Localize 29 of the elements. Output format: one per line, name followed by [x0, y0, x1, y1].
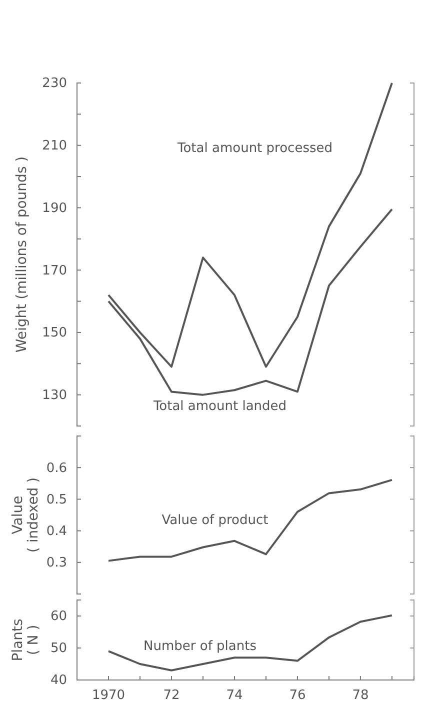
y-tick-label: 170	[42, 263, 67, 278]
y-tick-label: 0.6	[46, 460, 67, 476]
line-series	[107, 82, 393, 368]
y-tick-label: 50	[50, 641, 67, 656]
y-tick-label: 190	[42, 200, 67, 216]
x-tick-label: 74	[226, 688, 243, 702]
x-tick-label: 78	[352, 688, 369, 702]
x-tick-label: 76	[289, 688, 306, 702]
y-axis-title: Plants ( N )	[10, 618, 42, 662]
series-label: Number of plants	[144, 639, 257, 654]
y-axis-title: Value ( indexed )	[10, 477, 42, 553]
line-series	[107, 614, 393, 672]
x-tick-label: 1970	[92, 688, 126, 702]
y-tick-label: 0.4	[46, 524, 67, 539]
y-tick-label: 210	[42, 138, 67, 154]
x-tick-label: 72	[163, 688, 180, 702]
series-label: Total amount landed	[152, 399, 287, 414]
y-tick-label: 150	[42, 326, 67, 341]
y-tick-label: 0.5	[46, 492, 67, 508]
y-axis-title: Weight (millions of pounds )	[14, 156, 30, 353]
y-tick-label: 40	[50, 673, 67, 688]
y-tick-label: 60	[50, 609, 67, 624]
line-series	[107, 208, 393, 396]
text: Total amount processed	[176, 141, 332, 156]
y-tick-label: 230	[42, 76, 67, 92]
y-tick-label: 0.3	[46, 556, 67, 571]
series-label: Value of product	[162, 513, 268, 528]
y-tick-label: 130	[42, 388, 67, 403]
line-series	[107, 478, 393, 562]
